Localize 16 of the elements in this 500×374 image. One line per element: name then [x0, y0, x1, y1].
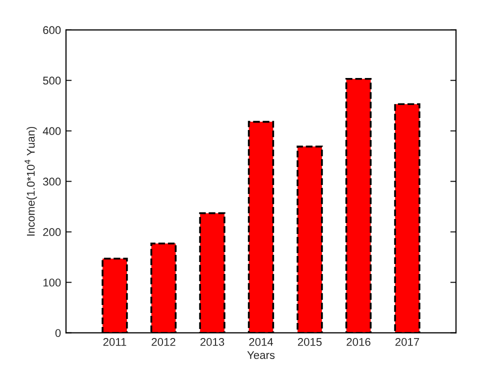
- x-tick-label: 2013: [200, 338, 224, 346]
- y-tick-label: 600: [43, 26, 61, 34]
- y-tick-label: 200: [43, 228, 61, 236]
- y-axis-title: Income(1.0*10$^{4}$ Yuan): [24, 126, 37, 236]
- x-tick-label: 2012: [152, 338, 176, 346]
- y-tick-label: 100: [43, 278, 61, 287]
- x-tick-label: 2014: [249, 338, 274, 346]
- x-tick-label: 2017: [395, 338, 420, 346]
- y-tick-label: 400: [42, 127, 61, 136]
- x-tick-label: 2016: [346, 338, 370, 346]
- y-tick-label: 0: [55, 329, 61, 337]
- x-axis-title: Years: [247, 351, 275, 360]
- y-tick-label: 500: [43, 76, 61, 85]
- x-tick-label: 2011: [103, 338, 126, 346]
- y-tick-label: 300: [43, 178, 61, 186]
- x-tick-label: 2015: [298, 338, 322, 346]
